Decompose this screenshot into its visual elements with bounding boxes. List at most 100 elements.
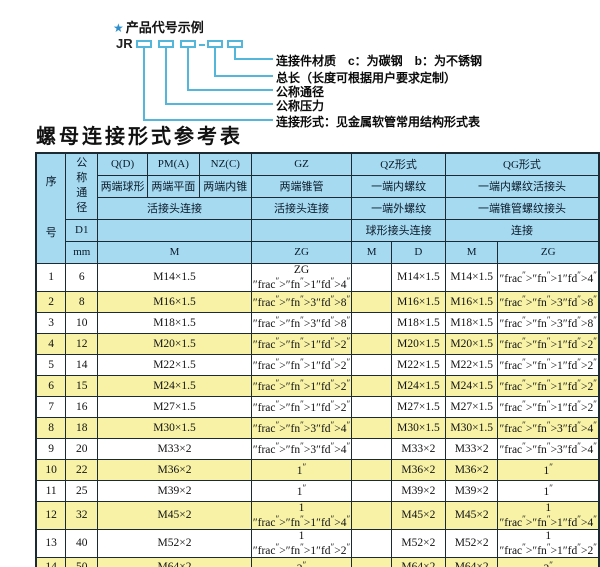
- cell-m-thread: M22×1.5: [97, 353, 252, 376]
- cell-qg-zg: 2″: [497, 556, 600, 567]
- cell-seq: 1: [35, 262, 67, 292]
- callout-total-length: 总长（长度可根据用户要求定制）: [276, 71, 457, 85]
- connector-line: [165, 48, 167, 105]
- table-row: 10 22 M36×2 1″ M36×2 M36×2 1″: [35, 458, 600, 481]
- cell-qz-d: M27×1.5: [390, 395, 446, 418]
- cell-qz-m: [351, 262, 392, 292]
- cell-m-thread: M64×2: [97, 556, 252, 567]
- connector-line: [214, 75, 273, 77]
- cell-qz-d: M33×2: [390, 437, 446, 460]
- code-dash: [199, 44, 205, 46]
- header-empty-m: [97, 218, 252, 242]
- cell-qg-zg: ″frac″>″fn″>1″fd″>2″: [497, 332, 600, 355]
- connector-line: [187, 89, 273, 91]
- cell-qg-m: M36×2: [444, 458, 499, 481]
- cell-qg-zg: ″frac″>″fn″>1″fd″>2″: [497, 353, 600, 376]
- nut-connection-reference-table: 序号 公称通径 Q(D) PM(A) NZ(C) GZ QZ形式 QG形式 两端…: [35, 152, 600, 567]
- cell-seq: 6: [35, 374, 67, 397]
- cell-qg-zg: ″frac″>″fn″>3″fd″>8″: [497, 311, 600, 334]
- product-code-example-label: 产品代号示例: [125, 20, 204, 35]
- cell-qz-m: [351, 556, 392, 567]
- header-qz-d: D: [390, 240, 446, 264]
- header-qd-type: 两端球形: [97, 174, 148, 198]
- cell-qz-m: [351, 528, 392, 558]
- cell-zg-thread: ″frac″>″fn″>3″fd″>4″: [250, 416, 353, 439]
- cell-qg-m: M24×1.5: [444, 374, 499, 397]
- cell-m-thread: M18×1.5: [97, 311, 252, 334]
- header-qz-connection: 球形接头连接: [351, 218, 446, 242]
- cell-dn-mm: 20: [65, 437, 99, 460]
- cell-zg-thread: ″frac″>″fn″>1″fd″>2″: [250, 332, 353, 355]
- cell-qz-m: [351, 395, 392, 418]
- cell-qg-m: M64×2: [444, 556, 499, 567]
- cell-m-thread: M24×1.5: [97, 374, 252, 397]
- cell-m-thread: M14×1.5: [97, 262, 252, 292]
- cell-qg-zg: ″frac″>″fn″>1″fd″>2″: [497, 395, 600, 418]
- cell-qz-d: M39×2: [390, 479, 446, 502]
- header-pma: PM(A): [146, 152, 200, 176]
- header-qz-form: QZ形式: [351, 152, 446, 176]
- cell-qz-m: [351, 500, 392, 530]
- cell-qz-d: M52×2: [390, 528, 446, 558]
- cell-zg-thread: 1 ″frac″>″fn″>1″fd″>2″: [250, 528, 353, 558]
- header-qz-type2: 一端外螺纹: [351, 196, 446, 220]
- cell-m-thread: M36×2: [97, 458, 252, 481]
- header-empty-gz: [250, 218, 353, 242]
- cell-qg-zg: ″frac″>″fn″>1″fd″>4″: [497, 262, 600, 292]
- cell-zg-thread: ZG ″frac″>″fn″>1″fd″>4″: [250, 262, 353, 292]
- code-box-5: [227, 40, 243, 48]
- cell-qg-m: M20×1.5: [444, 332, 499, 355]
- code-box-3: [180, 40, 196, 48]
- table-row: 5 14 M22×1.5 ″frac″>″fn″>1″fd″>2″ M22×1.5 M22…: [35, 353, 600, 376]
- cell-dn-mm: 16: [65, 395, 99, 418]
- cell-zg-thread: 1″: [250, 479, 353, 502]
- table-row: 6 15 M24×1.5 ″frac″>″fn″>1″fd″>2″ M24×1.5 M24…: [35, 374, 600, 397]
- cell-qg-m: M52×2: [444, 528, 499, 558]
- cell-m-thread: M16×1.5: [97, 290, 252, 313]
- connector-line: [165, 103, 273, 105]
- table-row: 13 40 M52×2 1 ″frac″>″fn″>1″fd″>2″ M52×2 M52×…: [35, 528, 600, 558]
- table-header: 序号 公称通径 Q(D) PM(A) NZ(C) GZ QZ形式 QG形式 两端…: [35, 152, 600, 264]
- cell-qz-m: [351, 479, 392, 502]
- cell-qg-zg: 1 ″frac″>″fn″>1″fd″>4″: [497, 500, 600, 530]
- header-qd: Q(D): [97, 152, 148, 176]
- header-qg-connection: 连接: [444, 218, 600, 242]
- cell-dn-mm: 25: [65, 479, 99, 502]
- table-title: 螺母连接形式参考表: [36, 126, 243, 148]
- cell-qg-zg: ″frac″>″fn″>3″fd″>4″: [497, 416, 600, 439]
- cell-m-thread: M27×1.5: [97, 395, 252, 418]
- cell-qz-d: M30×1.5: [390, 416, 446, 439]
- cell-qz-m: [351, 437, 392, 460]
- cell-seq: 9: [35, 437, 67, 460]
- callout-material: 连接件材质 c：为碳钢 b：为不锈钢: [276, 54, 483, 68]
- cell-qg-zg: 1 ″frac″>″fn″>1″fd″>2″: [497, 528, 600, 558]
- callout-nominal-pressure: 公称压力: [276, 99, 325, 113]
- header-seq: 序号: [35, 152, 67, 264]
- table-row: 2 8 M16×1.5 ″frac″>″fn″>3″fd″>8″ M16×1.5 M16×…: [35, 290, 600, 313]
- cell-seq: 10: [35, 458, 67, 481]
- connector-line: [214, 48, 216, 77]
- header-qz-type1: 一端内螺纹: [351, 174, 446, 198]
- cell-zg-thread: 1″: [250, 458, 353, 481]
- cell-dn-mm: 32: [65, 500, 99, 530]
- cell-qz-m: [351, 458, 392, 481]
- cell-m-thread: M39×2: [97, 479, 252, 502]
- connector-line: [143, 48, 145, 120]
- header-m-connection: 活接头连接: [97, 196, 252, 220]
- cell-qg-m: M16×1.5: [444, 290, 499, 313]
- cell-zg-thread: ″frac″>″fn″>1″fd″>2″: [250, 395, 353, 418]
- header-seq-text: 序号: [45, 175, 57, 239]
- cell-dn-mm: 10: [65, 311, 99, 334]
- cell-seq: 5: [35, 353, 67, 376]
- header-qz-m: M: [351, 240, 392, 264]
- cell-seq: 12: [35, 500, 67, 530]
- cell-qz-d: M14×1.5: [390, 262, 446, 292]
- table-row: 4 12 M20×1.5 ″frac″>″fn″>1″fd″>2″ M20×1.5 M20…: [35, 332, 600, 355]
- cell-qz-m: [351, 332, 392, 355]
- cell-qg-zg: ″frac″>″fn″>3″fd″>4″: [497, 437, 600, 460]
- table-row: 7 16 M27×1.5 ″frac″>″fn″>1″fd″>2″ M27×1.5 M27…: [35, 395, 600, 418]
- cell-qz-m: [351, 374, 392, 397]
- cell-zg-thread: ″frac″>″fn″>3″fd″>4″: [250, 437, 353, 460]
- callout-nominal-diameter: 公称通径: [276, 85, 325, 99]
- cell-m-thread: M52×2: [97, 528, 252, 558]
